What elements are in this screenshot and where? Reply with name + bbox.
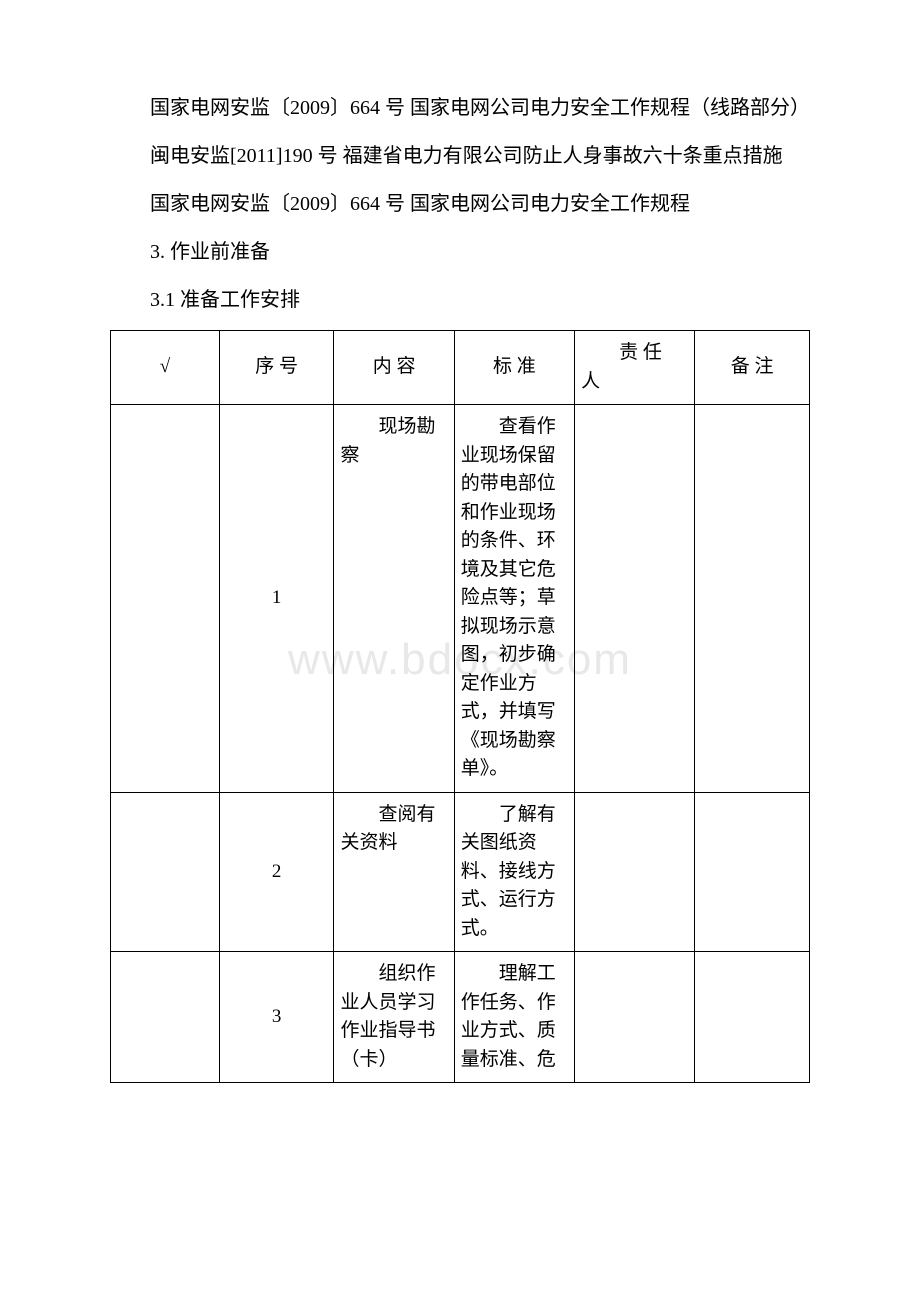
cell-content: 现场勘察 (334, 405, 454, 793)
preparation-table: √ 序 号 内 容 标 准 责 任 人 备 注 1 现场勘察 查看作业现场保留的… (110, 330, 810, 1083)
cell-standard: 查看作业现场保留的带电部位和作业现场的条件、环境及其它危险点等；草拟现场示意图，… (454, 405, 574, 793)
header-person-label: 责 任 (581, 342, 662, 363)
cell-seq: 1 (219, 405, 334, 793)
header-seq: 序 号 (219, 331, 334, 405)
header-standard: 标 准 (454, 331, 574, 405)
cell-note (695, 792, 810, 952)
cell-check (111, 952, 220, 1083)
cell-seq: 3 (219, 952, 334, 1083)
section-3-1: 3.1 准备工作安排 (110, 282, 810, 318)
cell-content: 查阅有关资料 (334, 792, 454, 952)
cell-content: 组织作业人员学习作业指导书（卡） (334, 952, 454, 1083)
header-note: 备 注 (695, 331, 810, 405)
header-check: √ (111, 331, 220, 405)
cell-standard: 理解工作任务、作业方式、质量标准、危 (454, 952, 574, 1083)
cell-check (111, 405, 220, 793)
header-person-sub: 人 (581, 371, 600, 392)
paragraph-1: 国家电网安监〔2009〕664 号 国家电网公司电力安全工作规程（线路部分） (110, 90, 810, 126)
header-person: 责 任 人 (575, 331, 695, 405)
cell-standard: 了解有关图纸资料、接线方式、运行方式。 (454, 792, 574, 952)
cell-check (111, 792, 220, 952)
cell-person (575, 792, 695, 952)
paragraph-2: 闽电安监[2011]190 号 福建省电力有限公司防止人身事故六十条重点措施 (110, 138, 810, 174)
cell-note (695, 952, 810, 1083)
table-row: 3 组织作业人员学习作业指导书（卡） 理解工作任务、作业方式、质量标准、危 (111, 952, 810, 1083)
cell-note (695, 405, 810, 793)
table-header-row: √ 序 号 内 容 标 准 责 任 人 备 注 (111, 331, 810, 405)
paragraph-3: 国家电网安监〔2009〕664 号 国家电网公司电力安全工作规程 (110, 186, 810, 222)
cell-seq: 2 (219, 792, 334, 952)
cell-person (575, 405, 695, 793)
table-row: 1 现场勘察 查看作业现场保留的带电部位和作业现场的条件、环境及其它危险点等；草… (111, 405, 810, 793)
table-row: 2 查阅有关资料 了解有关图纸资料、接线方式、运行方式。 (111, 792, 810, 952)
header-content: 内 容 (334, 331, 454, 405)
cell-person (575, 952, 695, 1083)
section-3: 3. 作业前准备 (110, 234, 810, 270)
